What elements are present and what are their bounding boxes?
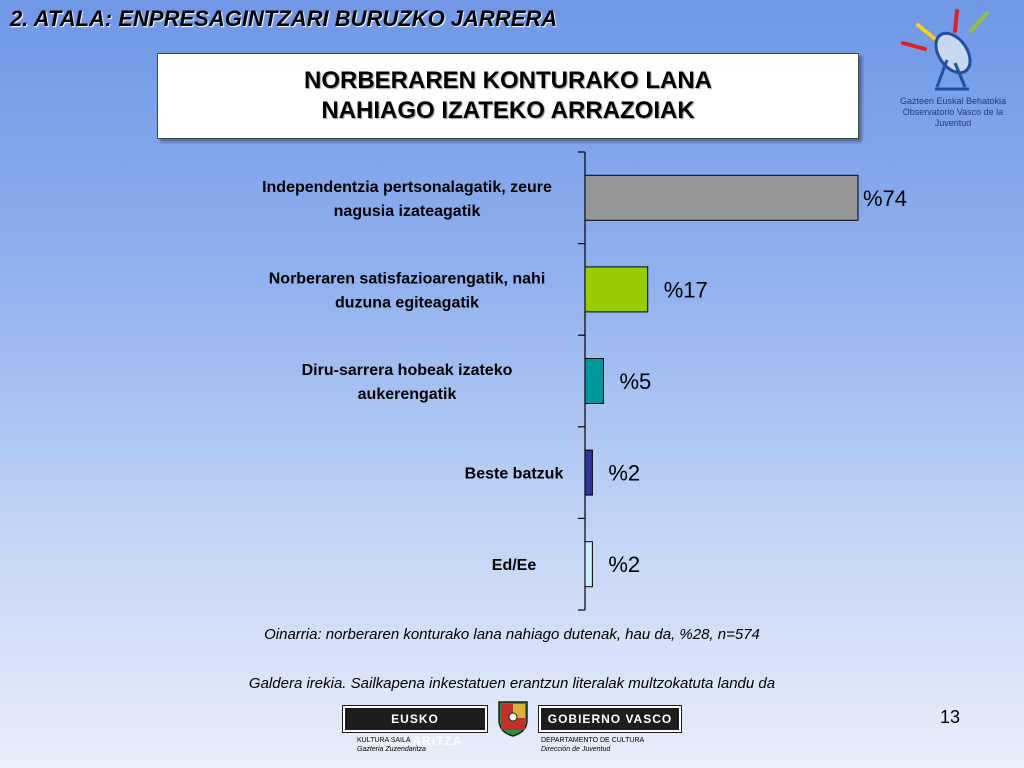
observatory-logo-text: Gazteen Euskal Behatokia Observatorio Va… [885,96,1021,129]
value-label: %17 [664,277,708,302]
bar [584,174,859,221]
category-label: Norberaren satisfazioarengatik, nahi duzu… [269,270,546,311]
section-title: 2. ATALA: ENPRESAGINTZARI BURUZKO JARRER… [10,6,558,31]
chart-title-line-2: NAHIAGO IZATEKO ARRAZOIAK [321,97,695,124]
category-label: Ed/Ee [492,557,537,574]
gov-logo-left-sub: KULTURA SAILA Gazteria Zuzendaritza [357,736,426,754]
page-number: 13 [940,707,961,727]
gov-left-sub-1: KULTURA SAILA [357,737,411,744]
government-logo: EUSKO JAURLARITZA GOBIERNO VASCO KULTURA… [342,698,683,760]
observatory-name-eu: Gazteen Euskal Behatokia [899,96,1007,106]
category-label: Beste batzuk [465,466,564,483]
question-note: Galdera irekia. Sailkapena inkestatuen e… [248,675,776,692]
base-note: Oinarria: norberaren konturako lana nahi… [264,626,760,643]
chart-title-box: NORBERAREN KONTURAKO LANA NAHIAGO IZATEK… [157,53,859,139]
observatory-name-es: Observatorio Vasco de la Juventud [902,107,1004,128]
value-label: %2 [608,552,640,577]
bar [584,541,593,588]
value-label: %74 [863,186,907,211]
gov-logo-left-text: EUSKO JAURLARITZA [342,705,488,748]
value-label: %5 [619,369,651,394]
bar [584,266,649,313]
chart-title-line-1: NORBERAREN KONTURAKO LANA [304,67,712,94]
gov-logo-right-sub: DEPARTAMENTO DE CULTURA Dirección de Juv… [541,736,644,754]
coat-of-arms-icon [498,701,528,737]
category-label: Independentzia pertsonalagatik, zeure nag… [262,179,552,220]
bar [584,358,604,404]
value-label: %2 [608,461,640,486]
bar [584,449,593,496]
observatory-satellite-icon [901,9,989,91]
gov-right-sub-1: DEPARTAMENTO DE CULTURA [541,737,645,744]
gov-left-sub-2: Gazteria Zuzendaritza [357,746,426,753]
gov-logo-right-text: GOBIERNO VASCO [538,705,682,733]
gov-right-sub-2: Dirección de Juventud [541,746,611,753]
category-label: Diru-sarrera hobeak izateko aukerengatik [302,362,513,403]
